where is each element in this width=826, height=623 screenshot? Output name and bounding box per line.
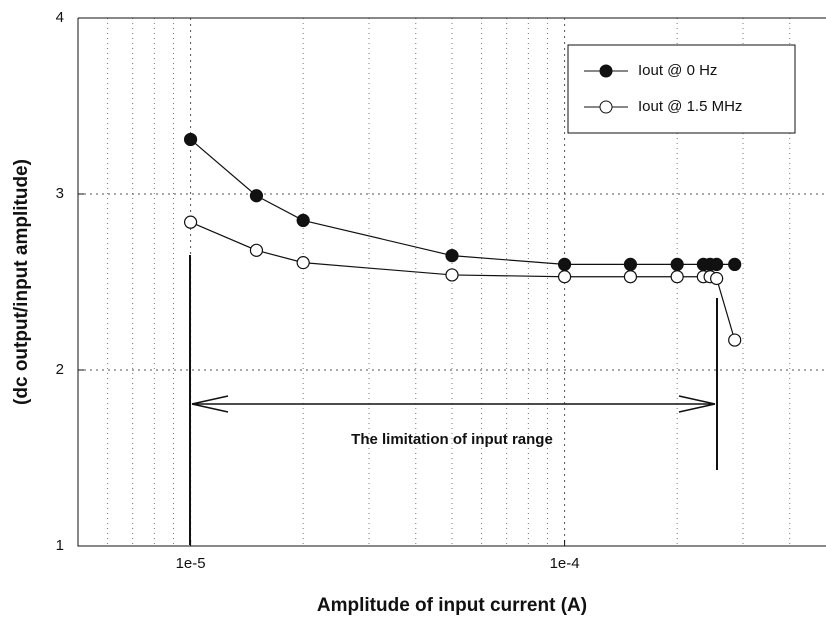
y-tick-label: 3 [56, 185, 64, 202]
y-tick-label: 2 [56, 361, 64, 378]
data-point [557, 270, 572, 284]
data-point [623, 270, 638, 284]
series-line [190, 138, 735, 265]
x-axis-label: Amplitude of input current (A) [317, 595, 587, 616]
data-point [445, 249, 459, 263]
data-point [296, 256, 310, 270]
legend-label: Iout @ 1.5 MHz [638, 98, 742, 115]
data-point [183, 132, 198, 147]
data-point [623, 257, 638, 271]
data-point [557, 257, 572, 271]
data-point [710, 257, 724, 271]
x-tick-label: 1e-4 [550, 555, 580, 572]
data-point [296, 213, 310, 227]
axes [77, 17, 826, 547]
data-point [710, 271, 724, 286]
data-point [728, 333, 742, 347]
series-line [190, 221, 736, 341]
y-tick-label: 1 [56, 537, 64, 554]
y-tick-label: 4 [56, 9, 64, 26]
legend-marker [599, 100, 613, 114]
data-point [183, 215, 198, 229]
legend-marker [599, 64, 613, 78]
y-axis-label: (dc output/input amplitude) [11, 159, 32, 405]
x-tick-label: 1e-5 [176, 555, 206, 572]
legend-box [567, 44, 796, 134]
data-point [670, 270, 684, 284]
annotation: The limitation of input range [351, 431, 553, 448]
arrow-head [191, 395, 716, 413]
data-point [249, 243, 264, 257]
data-point [249, 189, 264, 203]
data-point [670, 257, 684, 271]
data-point [445, 268, 459, 282]
data-point [728, 257, 742, 271]
legend-label: Iout @ 0 Hz [638, 62, 717, 79]
